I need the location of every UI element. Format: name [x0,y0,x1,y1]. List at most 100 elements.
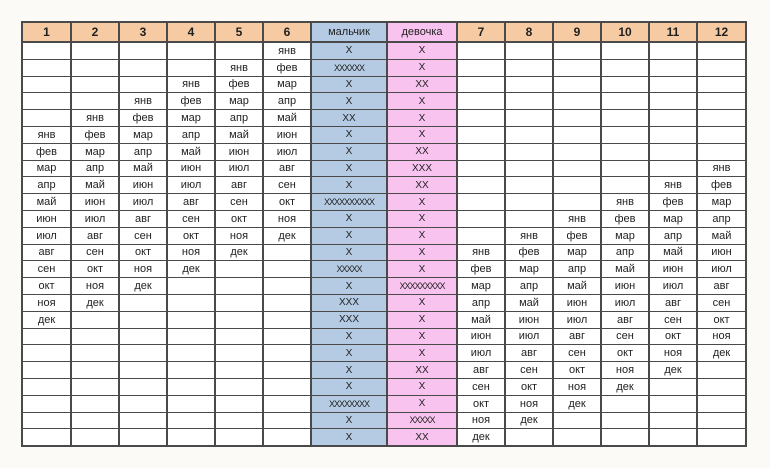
month-number-header-2: 2 [70,21,120,43]
boy-mark-cell: X [310,226,388,245]
month-cell: фев [552,226,602,245]
month-cell: окт [504,377,554,396]
month-cell: дек [118,277,168,295]
month-cell [600,159,650,178]
boy-mark-cell: XXXXXXXX [310,394,388,413]
girl-mark-cell: X [386,327,458,346]
month-cell [118,394,168,413]
month-cell: окт [456,394,506,413]
month-cell: фев [166,92,216,111]
month-cell [118,75,168,94]
girl-mark-cell: XXX [386,159,458,178]
month-cell: июл [118,193,168,211]
month-cell: май [118,159,168,178]
month-cell: фев [70,125,120,144]
month-cell: фев [696,176,747,195]
girl-mark-cell: X [386,41,458,60]
month-cell: июн [552,293,602,312]
month-cell: окт [648,327,698,346]
month-cell: мар [21,159,72,178]
table-row: янв фев мар апр X X [21,92,747,111]
girl-mark-cell: X [386,344,458,363]
month-cell: янв [118,92,168,111]
month-cell: ноя [696,327,747,346]
month-cell: дек [166,260,216,279]
table-row: янв фев XXXXXX X [21,58,747,77]
month-cell [648,394,698,413]
month-cell: июн [696,243,747,262]
month-cell: ноя [648,344,698,363]
month-cell [262,377,312,396]
month-cell: апр [696,209,747,228]
month-cell: сен [21,260,72,279]
month-cell [600,142,650,161]
month-cell: окт [600,344,650,363]
month-cell [456,92,506,111]
month-cell [456,109,506,127]
month-cell: май [648,243,698,262]
month-cell [118,361,168,379]
month-cell: апр [262,92,312,111]
month-cell [504,92,554,111]
month-cell [262,293,312,312]
month-cell [600,176,650,195]
month-cell: фев [600,209,650,228]
month-cell [648,75,698,94]
month-cell [21,92,72,111]
month-cell [70,41,120,60]
month-cell: мар [262,75,312,94]
month-cell: авг [21,243,72,262]
month-cell: июн [648,260,698,279]
month-cell [504,142,554,161]
month-cell: июн [600,277,650,295]
month-cell [118,344,168,363]
girl-mark-cell: XX [386,176,458,195]
month-cell: янв [214,58,264,77]
month-cell: дек [214,243,264,262]
month-cell: ноя [504,394,554,413]
month-cell [262,411,312,430]
month-cell: дек [70,293,120,312]
table-row: апр май июн июл авг сен X XX янв фев [21,176,747,195]
month-cell [214,41,264,60]
month-cell: окт [21,277,72,295]
month-cell: авг [118,209,168,228]
month-cell [166,411,216,430]
month-cell [600,58,650,77]
month-cell [648,142,698,161]
month-cell [648,377,698,396]
month-cell [456,176,506,195]
month-cell [456,142,506,161]
month-cell: май [600,260,650,279]
boy-mark-cell: XXX [310,293,388,312]
month-cell: апр [166,125,216,144]
boy-mark-cell: X [310,209,388,228]
month-cell [118,310,168,329]
month-cell [21,327,72,346]
month-cell [70,75,120,94]
month-cell: дек [504,411,554,430]
month-number-header-7: 7 [456,21,506,43]
table-row: X XXXXX ноя дек [21,411,747,430]
month-cell [166,277,216,295]
month-cell: апр [70,159,120,178]
boy-mark-cell: X [310,377,388,396]
month-cell: фев [214,75,264,94]
boy-mark-cell: X [310,159,388,178]
girl-mark-cell: XX [386,75,458,94]
month-cell: окт [118,243,168,262]
month-cell [504,176,554,195]
month-cell [504,209,554,228]
month-cell [504,193,554,211]
month-cell: сен [214,193,264,211]
month-cell [504,159,554,178]
month-cell: фев [456,260,506,279]
month-cell: ноя [21,293,72,312]
month-cell [262,243,312,262]
header-row: 1 2 3 4 5 6 мальчик девочка 7 8 9 10 11 12 [21,21,747,43]
month-cell [552,109,602,127]
month-cell: дек [21,310,72,329]
